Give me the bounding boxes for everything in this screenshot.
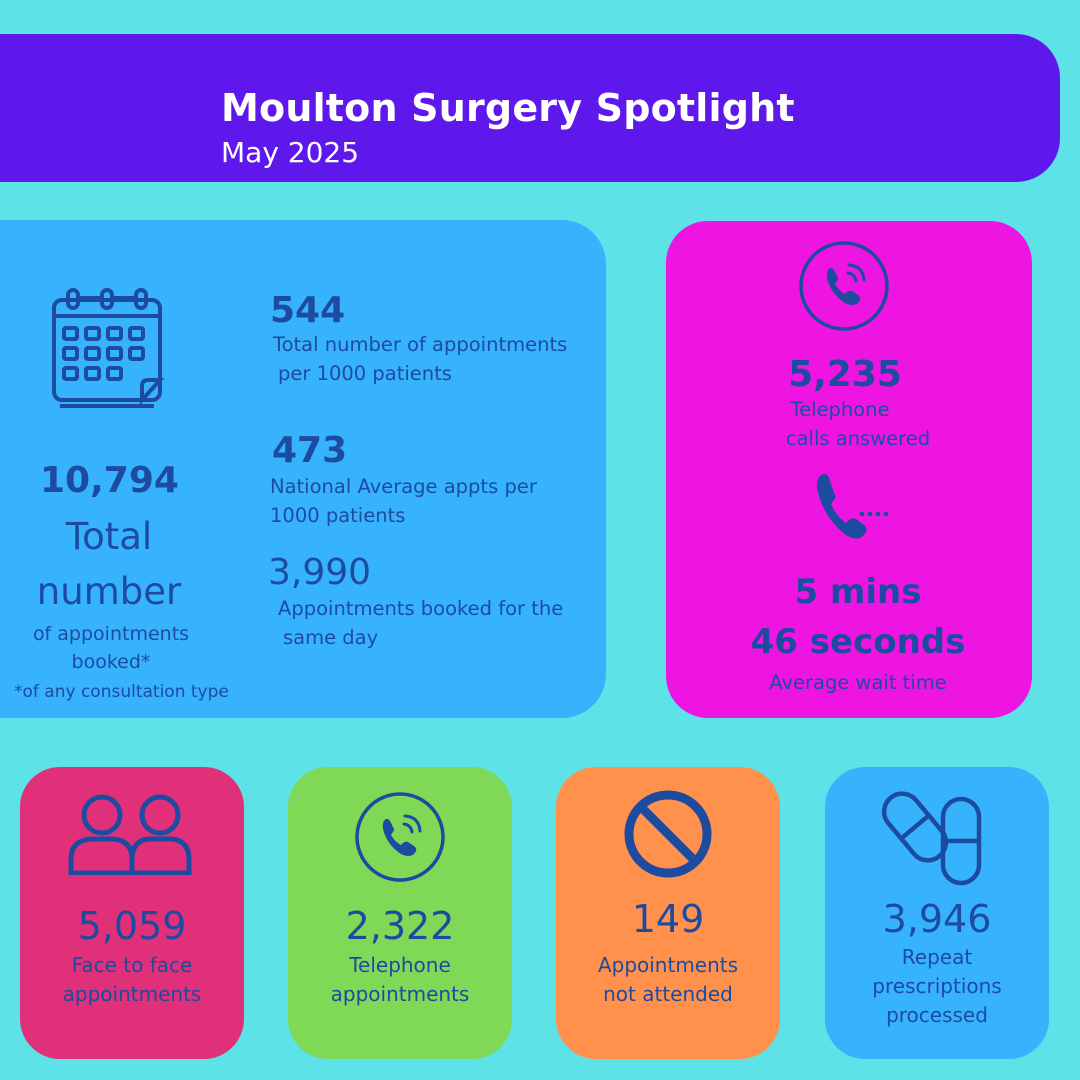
telephone-card: 2,322 Telephone appointments bbox=[288, 767, 512, 1059]
repeat-prescriptions-label-line3: processed bbox=[886, 1003, 988, 1027]
same-day-label-line2: same day bbox=[283, 626, 379, 649]
face-to-face-label-line2: appointments bbox=[62, 982, 202, 1006]
per1000-label-line2: per 1000 patients bbox=[278, 362, 452, 385]
national-label-line2: 1000 patients bbox=[270, 504, 406, 527]
repeat-prescriptions-label-line1: Repeat bbox=[901, 945, 973, 969]
people-icon bbox=[68, 793, 192, 875]
same-day-label-line1: Appointments booked for the bbox=[278, 597, 564, 620]
repeat-prescriptions-label-line2: prescriptions bbox=[872, 974, 1002, 998]
page-subtitle: May 2025 bbox=[221, 136, 360, 169]
phone-calling-icon bbox=[812, 470, 892, 546]
pills-icon bbox=[877, 783, 987, 887]
telephone-value: 2,322 bbox=[345, 904, 455, 948]
total-label-line1: Total bbox=[65, 515, 153, 558]
calls-label-line1: Telephone bbox=[790, 398, 890, 421]
national-average-value: 473 bbox=[272, 430, 348, 471]
calls-label-line2: calls answered bbox=[785, 427, 931, 450]
footnote: *of any consultation type bbox=[14, 682, 229, 702]
face-to-face-value: 5,059 bbox=[77, 904, 187, 948]
header-banner bbox=[0, 34, 1060, 182]
telephone-label-line2: appointments bbox=[330, 982, 470, 1006]
wait-time-label: Average wait time bbox=[769, 671, 947, 694]
no-entry-icon bbox=[623, 789, 713, 879]
total-label-line3: of appointments bbox=[32, 623, 190, 645]
total-label-line4: booked* bbox=[71, 651, 151, 673]
wait-time-seconds: 46 seconds bbox=[750, 622, 966, 662]
not-attended-value: 149 bbox=[631, 897, 705, 941]
not-attended-label-line2: not attended bbox=[603, 982, 733, 1006]
calendar-icon bbox=[50, 286, 166, 410]
calls-answered-value: 5,235 bbox=[788, 354, 902, 395]
wait-time-minutes: 5 mins bbox=[794, 572, 922, 612]
phone-circle-icon bbox=[354, 791, 446, 883]
page-title: Moulton Surgery Spotlight bbox=[221, 86, 795, 130]
repeat-prescriptions-value: 3,946 bbox=[882, 897, 992, 941]
total-label-line2: number bbox=[36, 570, 182, 613]
national-label-line1: National Average appts per bbox=[270, 475, 537, 498]
face-to-face-label-line1: Face to face bbox=[71, 953, 193, 977]
phone-circle-icon bbox=[798, 240, 890, 332]
same-day-value: 3,990 bbox=[268, 552, 372, 593]
per1000-value: 544 bbox=[270, 290, 346, 331]
total-appointments-value: 10,794 bbox=[40, 460, 179, 501]
face-to-face-card: 5,059 Face to face appointments bbox=[20, 767, 244, 1059]
per1000-label-line1: Total number of appointments bbox=[273, 333, 568, 356]
telephone-label-line1: Telephone bbox=[349, 953, 451, 977]
not-attended-card: 149 Appointments not attended bbox=[556, 767, 780, 1059]
repeat-prescriptions-card: 3,946 Repeat prescriptions processed bbox=[825, 767, 1049, 1059]
not-attended-label-line1: Appointments bbox=[597, 953, 739, 977]
